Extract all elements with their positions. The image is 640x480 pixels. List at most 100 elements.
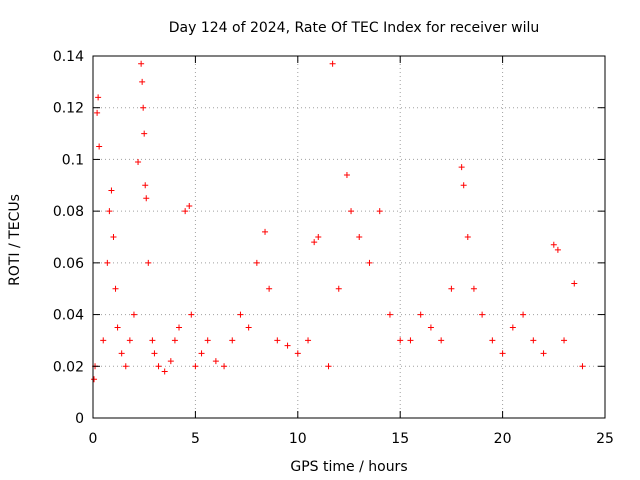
- data-point: [192, 363, 199, 370]
- data-point: [171, 337, 178, 344]
- data-point: [470, 285, 477, 292]
- x-tick-label: 15: [391, 431, 409, 447]
- data-point: [266, 285, 273, 292]
- data-point: [407, 337, 414, 344]
- data-point: [176, 324, 183, 331]
- data-point: [489, 337, 496, 344]
- data-point: [112, 285, 119, 292]
- y-tick-label: 0.04: [53, 308, 84, 324]
- y-tick-label: 0.08: [53, 204, 84, 220]
- data-point: [161, 368, 168, 375]
- data-point: [212, 358, 219, 365]
- data-point: [149, 337, 156, 344]
- y-tick-label: 0.14: [53, 49, 84, 65]
- data-point: [335, 285, 342, 292]
- data-point: [262, 228, 269, 235]
- data-point: [458, 164, 465, 171]
- data-point: [106, 208, 113, 215]
- plot-frame: [92, 55, 606, 419]
- data-point: [100, 337, 107, 344]
- data-point: [460, 182, 467, 189]
- data-point: [540, 350, 547, 357]
- data-point: [110, 234, 117, 240]
- data-point: [143, 195, 150, 202]
- data-point: [397, 337, 404, 344]
- data-point: [366, 259, 373, 266]
- x-tick-label: 0: [89, 431, 98, 447]
- x-tick-label: 5: [191, 431, 200, 447]
- y-axis-label: ROTI / TECUs: [7, 194, 23, 286]
- data-point: [579, 363, 586, 370]
- data-point: [104, 259, 111, 266]
- data-point: [221, 363, 228, 370]
- data-point: [186, 202, 193, 209]
- data-point: [376, 208, 383, 215]
- x-axis-label: GPS time / hours: [290, 459, 407, 475]
- axis-ticks: 0 0.02 0.04 0.06 0.08 0.1 0.12 0.14 0 5 10 15 20 25: [53, 49, 614, 447]
- data-point: [356, 234, 363, 240]
- data-point: [135, 159, 142, 166]
- grid-lines: [93, 56, 605, 418]
- data-point: [96, 143, 103, 150]
- data-point: [141, 130, 148, 137]
- data-point: [520, 311, 527, 318]
- data-point: [315, 234, 322, 240]
- data-point: [229, 337, 236, 344]
- data-point: [140, 104, 147, 111]
- data-point: [204, 337, 211, 344]
- data-point: [509, 324, 516, 331]
- data-point: [499, 350, 506, 357]
- data-point: [343, 171, 350, 178]
- data-point: [130, 311, 137, 318]
- data-point: [294, 350, 301, 357]
- data-point: [167, 358, 174, 365]
- x-tick-label: 20: [494, 431, 512, 447]
- data-point: [348, 208, 355, 215]
- data-point: [311, 239, 318, 246]
- data-point: [95, 94, 102, 101]
- data-point: [417, 311, 424, 318]
- data-point: [237, 311, 244, 318]
- data-point: [91, 376, 98, 383]
- data-point: [329, 60, 336, 67]
- data-point: [139, 78, 146, 85]
- data-point: [94, 109, 101, 116]
- data-point: [182, 208, 189, 215]
- data-point: [438, 337, 445, 344]
- data-point: [479, 311, 486, 318]
- data-point: [253, 259, 260, 266]
- data-point: [305, 337, 312, 344]
- data-point: [188, 311, 195, 318]
- y-tick-label: 0.1: [62, 152, 84, 168]
- data-point: [114, 324, 121, 331]
- y-tick-label: 0.02: [53, 359, 84, 375]
- data-point: [151, 350, 158, 357]
- data-point: [386, 311, 393, 318]
- data-point: [118, 350, 125, 357]
- data-point: [550, 241, 557, 248]
- data-point: [561, 337, 568, 344]
- data-point: [108, 187, 115, 194]
- data-point: [554, 246, 561, 253]
- data-point: [448, 285, 455, 292]
- data-point: [122, 363, 129, 370]
- data-point: [145, 259, 152, 266]
- data-point: [427, 324, 434, 331]
- data-point: [530, 337, 537, 344]
- y-tick-label: 0: [75, 411, 84, 427]
- data-point: [142, 182, 149, 189]
- data-points: [91, 60, 586, 383]
- data-point: [198, 350, 205, 357]
- data-point: [274, 337, 281, 344]
- data-point: [155, 363, 162, 370]
- x-tick-label: 10: [289, 431, 307, 447]
- data-point: [284, 342, 291, 349]
- data-point: [464, 234, 471, 240]
- data-point: [245, 324, 252, 331]
- chart-title: Day 124 of 2024, Rate Of TEC Index for r…: [169, 20, 539, 36]
- data-point: [325, 363, 332, 370]
- y-tick-label: 0.12: [53, 101, 84, 117]
- x-tick-label: 25: [596, 431, 614, 447]
- data-point: [571, 280, 578, 287]
